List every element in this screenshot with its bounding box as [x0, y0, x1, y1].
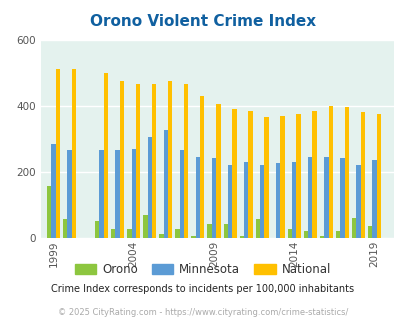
- Bar: [360, 112, 364, 238]
- Bar: [104, 73, 108, 238]
- Bar: [248, 111, 252, 238]
- Bar: [111, 229, 115, 238]
- Bar: [159, 234, 163, 238]
- Bar: [223, 224, 227, 238]
- Bar: [335, 231, 339, 238]
- Text: Crime Index corresponds to incidents per 100,000 inhabitants: Crime Index corresponds to incidents per…: [51, 284, 354, 294]
- Bar: [243, 162, 248, 238]
- Bar: [367, 226, 371, 238]
- Bar: [319, 236, 324, 238]
- Bar: [232, 109, 236, 238]
- Bar: [296, 114, 300, 238]
- Bar: [287, 229, 291, 238]
- Bar: [168, 81, 172, 238]
- Bar: [376, 114, 380, 238]
- Legend: Orono, Minnesota, National: Orono, Minnesota, National: [70, 258, 335, 281]
- Bar: [211, 158, 215, 238]
- Bar: [264, 117, 268, 238]
- Bar: [175, 229, 179, 238]
- Text: Orono Violent Crime Index: Orono Violent Crime Index: [90, 14, 315, 29]
- Bar: [303, 231, 307, 238]
- Bar: [215, 104, 220, 238]
- Bar: [312, 111, 316, 238]
- Bar: [191, 236, 195, 238]
- Bar: [328, 106, 332, 238]
- Bar: [95, 221, 99, 238]
- Bar: [344, 107, 348, 238]
- Bar: [307, 157, 312, 238]
- Bar: [195, 157, 200, 238]
- Bar: [356, 165, 360, 238]
- Bar: [51, 144, 55, 238]
- Bar: [151, 84, 156, 238]
- Bar: [275, 163, 280, 238]
- Bar: [351, 218, 356, 238]
- Bar: [72, 69, 76, 238]
- Bar: [371, 160, 376, 238]
- Bar: [127, 229, 131, 238]
- Bar: [99, 150, 104, 238]
- Bar: [147, 137, 151, 238]
- Bar: [143, 214, 147, 238]
- Bar: [339, 158, 344, 238]
- Bar: [67, 150, 72, 238]
- Bar: [207, 224, 211, 238]
- Bar: [47, 186, 51, 238]
- Bar: [115, 150, 119, 238]
- Bar: [259, 165, 264, 238]
- Bar: [324, 157, 328, 238]
- Bar: [179, 150, 183, 238]
- Bar: [291, 162, 296, 238]
- Bar: [136, 84, 140, 238]
- Bar: [280, 115, 284, 238]
- Bar: [255, 219, 259, 238]
- Bar: [63, 219, 67, 238]
- Text: © 2025 CityRating.com - https://www.cityrating.com/crime-statistics/: © 2025 CityRating.com - https://www.city…: [58, 308, 347, 317]
- Bar: [200, 96, 204, 238]
- Bar: [119, 81, 124, 238]
- Bar: [239, 236, 243, 238]
- Bar: [131, 148, 136, 238]
- Bar: [163, 130, 168, 238]
- Bar: [227, 165, 232, 238]
- Bar: [183, 84, 188, 238]
- Bar: [55, 69, 60, 238]
